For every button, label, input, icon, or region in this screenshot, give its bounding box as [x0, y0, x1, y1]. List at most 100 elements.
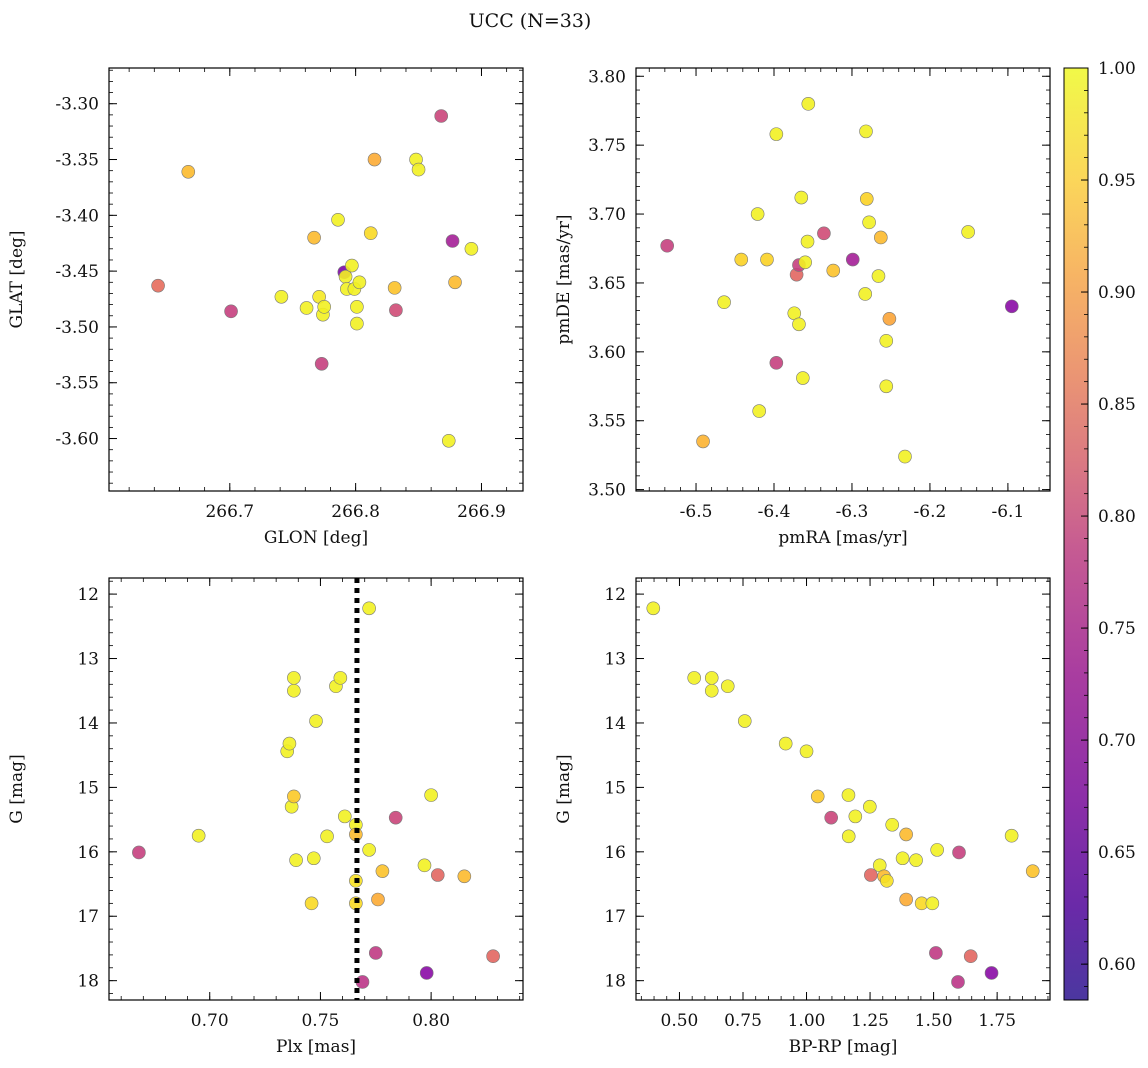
scatter-point [862, 215, 876, 230]
x-tick-label: 266.9 [457, 502, 506, 522]
scatter-point [317, 300, 331, 314]
y-tick-label: 3.50 [588, 481, 626, 501]
colorbar-tick-label: 1.00 [1098, 59, 1136, 79]
y-tick-label: 15 [604, 778, 626, 798]
scatter-point [810, 789, 825, 804]
y-tick-label: 3.80 [588, 67, 626, 87]
subplot-1: 266.7 266.8 266.9 -3.30 -3.35 -3.40 -3.45 -3.50… [7, 67, 524, 548]
scatter-point [345, 258, 359, 273]
colorbar-tick-label: 0.85 [1098, 395, 1136, 415]
scatter-point [879, 334, 894, 348]
scatter-point [350, 300, 364, 314]
scatter-point [984, 966, 999, 980]
y-tick-label: 3.75 [588, 136, 626, 156]
colorbar-tick-label: 0.65 [1098, 843, 1136, 863]
scatter-point [845, 252, 860, 267]
scatter-point [801, 97, 816, 111]
scatter-point [879, 379, 894, 394]
scatter-point [388, 810, 403, 825]
scatter-point [704, 671, 719, 685]
scatter-point [132, 845, 146, 860]
scatter-point [287, 671, 301, 685]
figure-title: UCC (N=33) [469, 10, 592, 32]
scatter-point [817, 226, 831, 241]
scatter-point [434, 109, 449, 123]
scatter-point [871, 269, 886, 283]
scatter-point [760, 252, 774, 267]
scatter-point [800, 234, 815, 249]
scatter-point [841, 788, 856, 802]
axes-frame [108, 67, 524, 492]
y-tick-label: 15 [77, 778, 99, 798]
subplot-grid: 266.7 266.8 266.9 -3.30 -3.35 -3.40 -3.45 -3.50… [7, 67, 1051, 1057]
scatter-point [309, 714, 323, 728]
scatter-point [419, 966, 434, 980]
scatter-point [224, 304, 238, 319]
scatter-point [304, 896, 319, 911]
scatter-points [646, 601, 1040, 989]
scatter-points [132, 578, 500, 1000]
y-tick-label: 17 [604, 907, 626, 927]
scatter-point [792, 317, 806, 332]
y-tick-label: 13 [604, 650, 626, 670]
scatter-point [704, 683, 719, 698]
scatter-point [282, 736, 297, 751]
scatter-point [882, 311, 897, 326]
x-tick-label: 0.80 [412, 1011, 450, 1031]
scatter-point [951, 975, 965, 989]
scatter-point [307, 230, 321, 245]
x-tick-label: -6.1 [992, 502, 1025, 522]
scatter-point [287, 683, 301, 698]
scatter-point [859, 124, 873, 139]
x-tick-label: -6.2 [914, 502, 947, 522]
scatter-point [826, 263, 841, 278]
colorbar-tick-label: 0.70 [1098, 731, 1136, 751]
scatter-point [734, 252, 749, 267]
scatter-point [796, 371, 810, 385]
x-tick-label: -6.5 [680, 502, 713, 522]
y-tick-label: 3.70 [588, 205, 626, 225]
scatter-point [363, 226, 378, 240]
scatter-point [930, 843, 944, 857]
scatter-point [841, 829, 856, 844]
scatter-point [287, 789, 301, 804]
scatter-point [181, 164, 196, 179]
scatter-point [448, 275, 462, 290]
scatter-point [752, 404, 766, 418]
scatter-point [720, 679, 735, 694]
scatter-point [338, 269, 353, 284]
y-tick-label: -3.55 [55, 374, 99, 394]
axes-frame [108, 577, 524, 1001]
scatter-point [660, 238, 674, 253]
y-tick-label: 3.60 [588, 343, 626, 363]
scatter-point [885, 817, 899, 832]
axes-frame [635, 67, 1051, 492]
scatter-point [371, 892, 385, 907]
x-axis-label: pmRA [mas/yr] [778, 528, 907, 548]
scatter-point [899, 892, 913, 907]
scatter-point [1004, 828, 1019, 843]
y-tick-label: 18 [604, 972, 626, 992]
scatter-point [737, 714, 752, 728]
x-tick-label: 0.70 [191, 1011, 229, 1031]
scatter-point [337, 809, 352, 824]
x-tick-label: 0.50 [661, 1011, 699, 1031]
y-axis-label: G [mag] [554, 754, 574, 823]
y-tick-label: 16 [77, 843, 99, 863]
scatter-point [646, 601, 661, 616]
x-tick-label: -6.3 [836, 502, 869, 522]
x-tick-label: -6.4 [758, 502, 791, 522]
scatter-point [858, 287, 873, 301]
scatter-point [464, 242, 479, 256]
scatter-point [387, 281, 402, 295]
scatter-point [306, 851, 321, 866]
subplot-2: -6.5 -6.4 -6.3 -6.2 -6.1 3.80 3.75 3.70 3.65 3.60… [554, 67, 1051, 548]
scatter-point [299, 301, 314, 315]
scatter-point [794, 190, 809, 205]
scatter-point [191, 828, 206, 843]
scatter-point [331, 212, 345, 227]
scatter-point [1004, 299, 1019, 314]
scatter-point [457, 869, 472, 884]
scatter-point [859, 192, 874, 206]
colorbar-ticks: 1.00 0.95 0.90 0.85 0.80 0.75 0.70 0.65 0.60 [1081, 59, 1136, 987]
